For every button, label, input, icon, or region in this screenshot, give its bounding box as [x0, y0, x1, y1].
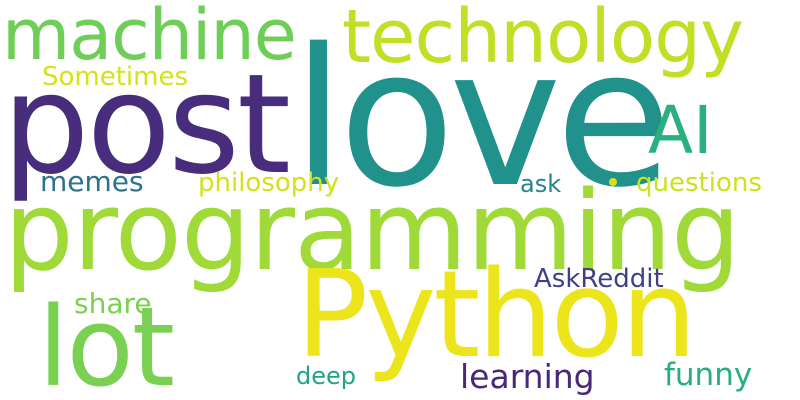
word-sometimes: Sometimes — [42, 62, 189, 92]
word-memes: memes — [40, 165, 144, 198]
word-love: love — [292, 8, 672, 229]
word-share: share — [74, 287, 152, 320]
word-philosophy: philosophy — [198, 168, 340, 198]
word-ai: AI — [648, 92, 713, 169]
dot-mark — [609, 178, 617, 186]
word-post: post — [2, 44, 291, 205]
word-ask: ask — [520, 170, 562, 198]
word-programming: programming — [4, 167, 741, 295]
word-machine: machine — [2, 0, 297, 76]
word-askreddit: AskReddit — [534, 264, 664, 294]
word-questions: questions — [636, 168, 762, 198]
word-python: Python — [296, 246, 697, 385]
word-lot: lot — [38, 283, 175, 400]
word-funny: funny — [664, 357, 753, 393]
word-learning: learning — [460, 357, 595, 396]
word-technology: technology — [342, 0, 744, 80]
word-deep: deep — [296, 362, 356, 390]
